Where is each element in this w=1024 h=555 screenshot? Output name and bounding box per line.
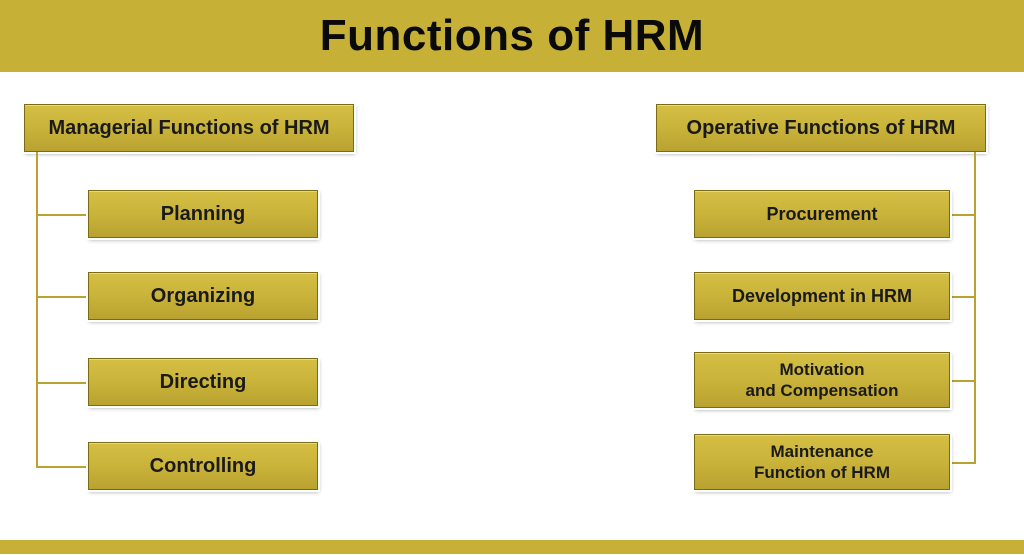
right-branch-2 (950, 296, 976, 298)
left-item-controlling: Controlling (88, 442, 318, 490)
left-branch-3 (36, 382, 88, 384)
right-branch-3 (950, 380, 976, 382)
left-header-label: Managerial Functions of HRM (48, 117, 329, 140)
left-item-1-label: Planning (161, 203, 245, 226)
title-text: Functions of HRM (320, 11, 704, 60)
left-branch-2 (36, 296, 88, 298)
bottom-bar (0, 540, 1024, 554)
left-item-2-label: Organizing (151, 285, 255, 308)
left-item-planning: Planning (88, 190, 318, 238)
left-item-4-label: Controlling (150, 455, 257, 478)
right-item-maintenance: Maintenance Function of HRM (694, 434, 950, 490)
left-trunk (36, 152, 38, 466)
right-header-label: Operative Functions of HRM (687, 117, 956, 140)
right-branch-4 (950, 462, 976, 464)
right-item-1-label: Procurement (766, 204, 877, 225)
title-bar: Functions of HRM (0, 0, 1024, 72)
right-branch-1 (950, 214, 976, 216)
left-item-organizing: Organizing (88, 272, 318, 320)
left-item-3-label: Directing (160, 371, 247, 394)
left-header-box: Managerial Functions of HRM (24, 104, 354, 152)
left-branch-1 (36, 214, 88, 216)
right-trunk (974, 152, 976, 462)
left-item-directing: Directing (88, 358, 318, 406)
right-item-4-label: Maintenance Function of HRM (754, 441, 890, 484)
right-item-3-label: Motivation and Compensation (745, 359, 898, 402)
left-branch-4 (36, 466, 88, 468)
right-item-2-label: Development in HRM (732, 286, 912, 307)
right-item-development: Development in HRM (694, 272, 950, 320)
right-header-box: Operative Functions of HRM (656, 104, 986, 152)
right-item-motivation: Motivation and Compensation (694, 352, 950, 408)
right-item-procurement: Procurement (694, 190, 950, 238)
